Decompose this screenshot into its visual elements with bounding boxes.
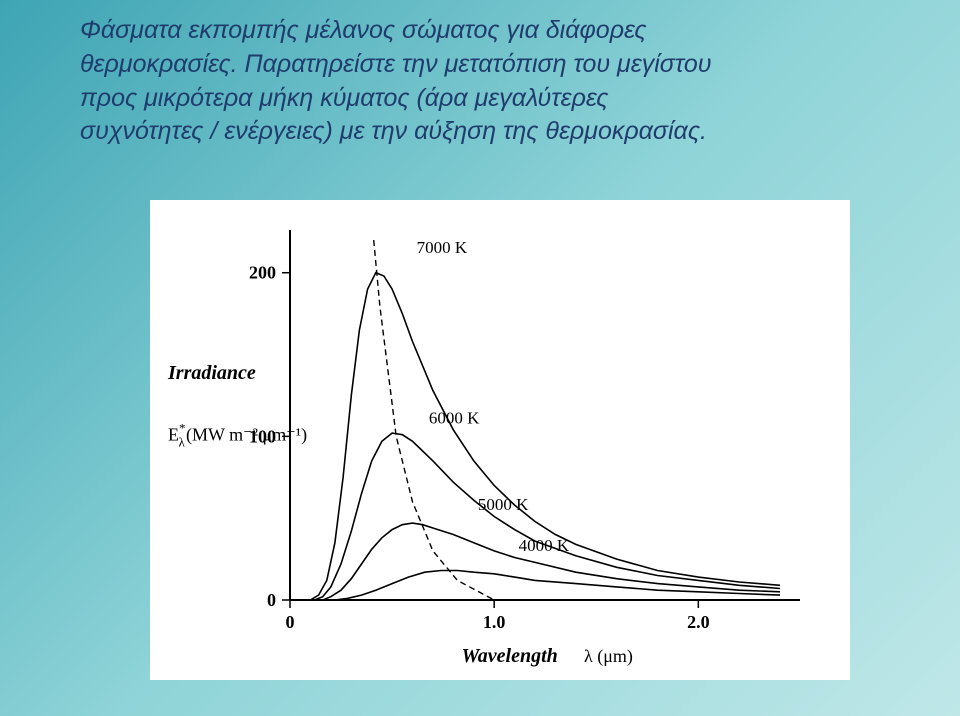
curve-label-4000K: 4000 K bbox=[519, 536, 570, 555]
y-tick-label: 200 bbox=[249, 263, 276, 283]
curve-5000K bbox=[323, 523, 780, 600]
x-tick-label: 1.0 bbox=[483, 612, 506, 632]
y-tick-label: 0 bbox=[267, 590, 276, 610]
caption-line-3: προς μικρότερα μήκη κύματος (άρα μεγαλύτ… bbox=[80, 84, 608, 112]
x-tick-label: 2.0 bbox=[687, 612, 710, 632]
curve-4000K bbox=[335, 571, 780, 601]
curve-label-5000K: 5000 K bbox=[478, 495, 529, 514]
curve-6000K bbox=[315, 433, 781, 600]
blackbody-chart: 01.02.00100200IrradianceE*λ(MW m⁻² μm⁻¹)… bbox=[150, 200, 850, 680]
x-tick-label: 0 bbox=[286, 612, 295, 632]
slide-caption: Φάσματα εκπομπής μέλανος σώματος για διά… bbox=[80, 14, 880, 149]
curve-label-7000K: 7000 K bbox=[417, 238, 468, 257]
x-axis-symbol: λ (μm) bbox=[584, 646, 633, 667]
caption-line-4: συχνότητες / ενέργειες) με την αύξηση τη… bbox=[80, 117, 707, 145]
y-axis-symbol: E*λ bbox=[168, 420, 186, 449]
y-axis-units: (MW m⁻² μm⁻¹) bbox=[186, 424, 307, 445]
caption-line-2: θερμοκρασίες. Παρατηρείστε την μετατόπισ… bbox=[80, 50, 712, 78]
curve-label-6000K: 6000 K bbox=[429, 408, 480, 427]
x-axis-label: Wavelength bbox=[462, 645, 558, 667]
y-axis-label-irradiance: Irradiance bbox=[167, 362, 256, 384]
chart-svg: 01.02.00100200IrradianceE*λ(MW m⁻² μm⁻¹)… bbox=[150, 200, 850, 680]
caption-line-1: Φάσματα εκπομπής μέλανος σώματος για διά… bbox=[80, 16, 647, 44]
